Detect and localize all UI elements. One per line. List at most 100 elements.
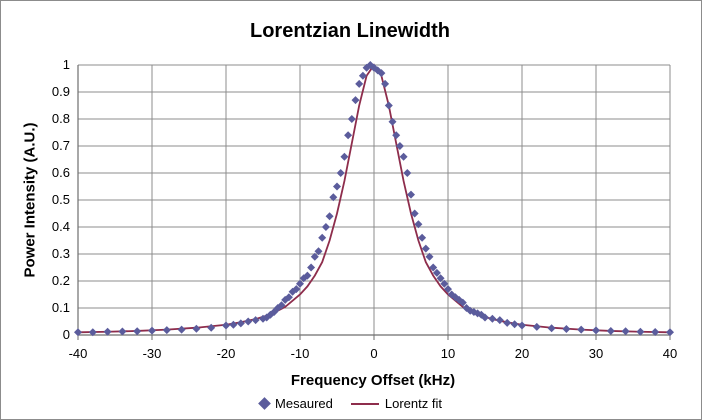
- data-points: [74, 61, 674, 337]
- measured-point: [229, 320, 238, 329]
- measured-point: [436, 274, 445, 283]
- y-tick-label: 0.6: [52, 165, 70, 180]
- chart-title: Lorentzian Linewidth: [250, 20, 450, 42]
- measured-point: [495, 316, 504, 325]
- measured-point: [236, 319, 245, 328]
- measured-point: [192, 324, 201, 333]
- measured-point: [399, 152, 408, 161]
- y-tick-label: 0.1: [52, 300, 70, 315]
- measured-point: [314, 247, 323, 256]
- grid-lines: [77, 64, 671, 336]
- measured-point: [562, 325, 571, 334]
- measured-point: [310, 252, 319, 261]
- measured-point: [296, 279, 304, 288]
- measured-point: [503, 318, 512, 327]
- x-tick-label: -20: [217, 346, 236, 361]
- legend: Mesaured Lorentz fit: [0, 396, 702, 411]
- measured-point: [488, 314, 497, 323]
- measured-point: [88, 328, 97, 337]
- y-tick-label: 0.8: [52, 111, 70, 126]
- measured-point: [481, 313, 489, 322]
- measured-point: [388, 117, 397, 126]
- measured-point: [421, 244, 430, 253]
- y-tick-label: 1: [63, 57, 70, 72]
- x-axis-label: Frequency Offset (kHz): [290, 372, 456, 389]
- measured-point: [418, 233, 427, 242]
- legend-item-fit: Lorentz fit: [350, 396, 442, 411]
- x-tick-label: 10: [441, 346, 455, 361]
- measured-point: [340, 152, 349, 161]
- axes: [77, 65, 671, 340]
- measured-point: [177, 325, 186, 334]
- measured-point: [347, 115, 356, 123]
- measured-point: [355, 79, 364, 88]
- measured-point: [384, 101, 393, 110]
- measured-point: [118, 327, 127, 336]
- measured-point: [395, 142, 404, 150]
- measured-point: [277, 301, 286, 310]
- x-tick-label: 20: [515, 346, 529, 361]
- y-tick-label: 0.4: [52, 219, 70, 234]
- x-tick-label: 0: [370, 346, 377, 361]
- measured-point: [518, 321, 526, 330]
- measured-point: [321, 223, 330, 231]
- line-marker-icon: [350, 402, 379, 405]
- measured-point: [392, 131, 401, 140]
- measured-point: [148, 326, 156, 335]
- measured-point: [336, 169, 345, 177]
- measured-point: [636, 327, 645, 336]
- measured-point: [458, 298, 467, 307]
- measured-point: [284, 293, 293, 302]
- measured-point: [651, 328, 660, 337]
- measured-point: [162, 326, 171, 335]
- measured-point: [429, 263, 438, 272]
- measured-point: [592, 326, 600, 335]
- measured-point: [244, 317, 253, 326]
- measured-point: [666, 328, 674, 337]
- measured-point: [606, 326, 615, 335]
- measured-point: [362, 63, 371, 72]
- measured-point: [307, 263, 316, 272]
- measured-point: [547, 324, 556, 333]
- measured-point: [432, 268, 441, 277]
- x-tick-label: 30: [589, 346, 603, 361]
- y-tick-label: 0.3: [52, 246, 70, 261]
- measured-point: [414, 220, 423, 229]
- measured-point: [222, 321, 230, 330]
- measured-point: [403, 169, 412, 177]
- measured-point: [358, 71, 367, 80]
- x-tick-label: 40: [663, 346, 677, 361]
- legend-item-measured: Mesaured: [258, 396, 333, 411]
- y-tick-label: 0.5: [52, 192, 70, 207]
- y-tick-label: 0.9: [52, 84, 70, 99]
- diamond-marker-icon: [258, 397, 271, 410]
- measured-point: [292, 285, 301, 294]
- measured-point: [410, 209, 419, 218]
- measured-point: [325, 212, 334, 221]
- y-tick-label: 0: [63, 327, 70, 342]
- measured-point: [133, 327, 142, 336]
- tick-labels: 0 0.1 0.2 0.3 0.4 0.5 0.6 0.7 0.8 0.9 1 -40 -30 -20 -1…: [52, 57, 677, 361]
- x-tick-label: -30: [143, 346, 162, 361]
- measured-point: [251, 316, 260, 325]
- measured-point: [207, 323, 216, 332]
- measured-point: [318, 233, 327, 242]
- measured-point: [577, 325, 586, 334]
- measured-point: [344, 131, 353, 140]
- measured-point: [103, 327, 112, 336]
- measured-point: [351, 96, 360, 105]
- measured-point: [407, 190, 415, 199]
- legend-label-measured: Mesaured: [275, 396, 333, 411]
- measured-point: [621, 327, 630, 336]
- y-tick-label: 0.2: [52, 273, 70, 288]
- legend-label-fit: Lorentz fit: [384, 396, 442, 411]
- measured-point: [377, 69, 386, 78]
- y-axis-label: Power Intensity (A.U.): [21, 122, 39, 278]
- measured-point: [425, 252, 434, 261]
- measured-point: [444, 285, 452, 294]
- measured-point: [381, 79, 390, 88]
- measured-point: [532, 322, 541, 331]
- x-tick-label: -10: [291, 346, 310, 361]
